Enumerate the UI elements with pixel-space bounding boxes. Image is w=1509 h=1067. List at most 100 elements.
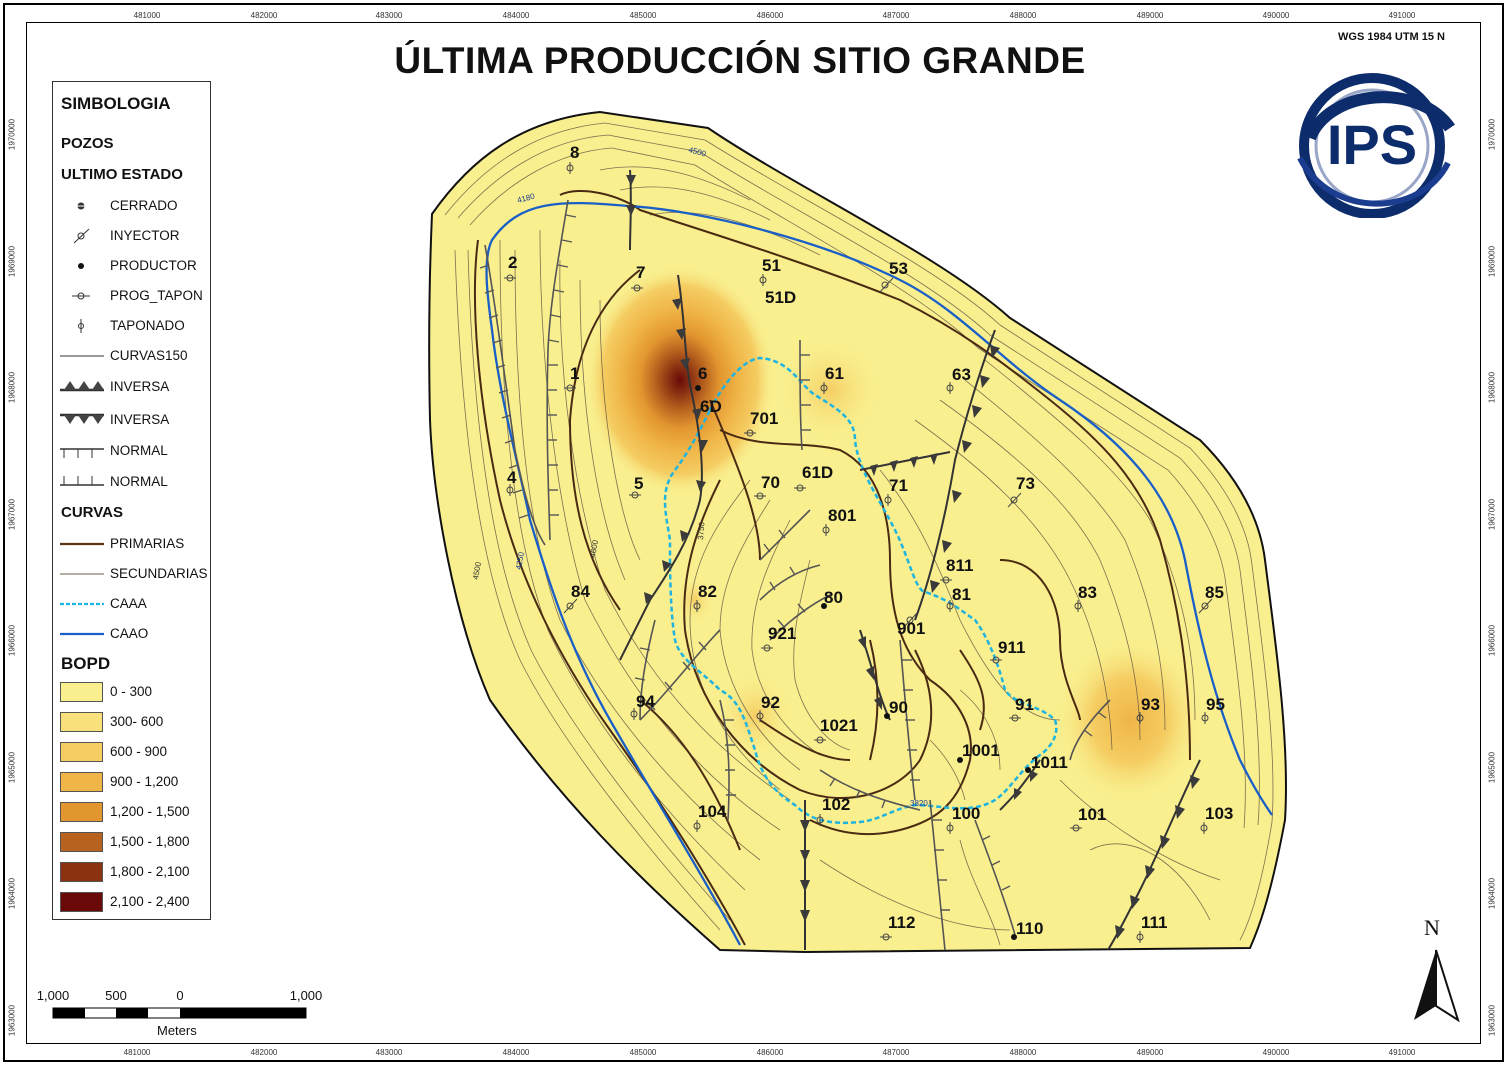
well-111[interactable]: 111: [1136, 913, 1168, 943]
well-101[interactable]: 101: [1070, 805, 1106, 832]
well-103[interactable]: 103: [1200, 804, 1233, 834]
well-1011[interactable]: 1011: [1025, 753, 1068, 773]
well-label: 101: [1078, 805, 1106, 824]
well-label: 701: [750, 409, 778, 428]
well-1021[interactable]: 1021: [814, 716, 858, 744]
contour-label: 3820: [910, 799, 928, 808]
well-102[interactable]: 102: [816, 795, 850, 826]
well-label: 811: [946, 556, 973, 575]
well-label: 1011: [1031, 753, 1068, 772]
x-tick-label: 487000: [882, 1048, 910, 1057]
well-label: 80: [824, 588, 843, 607]
reverse-fault-teeth: [626, 175, 1200, 939]
wells[interactable]: 8 2 7 51 51D 53 1 6 6D 61 63 701 4 5 70 …: [504, 143, 1233, 943]
well-label: 111: [1141, 913, 1168, 932]
well-84[interactable]: 84: [563, 582, 590, 614]
x-tick-label: 490000: [1262, 1048, 1290, 1057]
normal-fault-ticks: [479, 214, 1107, 911]
well-91[interactable]: 91: [1009, 695, 1034, 722]
well-label: 85: [1205, 583, 1224, 602]
well-85[interactable]: 85: [1198, 583, 1224, 614]
x-tick-label: 486000: [756, 1048, 784, 1057]
primary-contours: [473, 189, 1191, 946]
legend-bopd-class: 300- 600: [110, 714, 164, 729]
well-701[interactable]: 701: [744, 409, 778, 437]
well-1[interactable]: 1: [564, 364, 579, 392]
well-label: 83: [1078, 583, 1097, 602]
x-tick-label: 482000: [250, 1048, 278, 1057]
well-label: 92: [761, 693, 780, 712]
well-5[interactable]: 5: [629, 474, 643, 499]
x-tick-label: 488000: [1009, 11, 1037, 20]
well-61[interactable]: 61: [820, 364, 844, 394]
well-label: 93: [1141, 695, 1160, 714]
contour-label: 3750: [696, 521, 707, 540]
legend-bopd-class: 2,100 - 2,400: [110, 894, 190, 909]
production-hotspot: [585, 265, 775, 495]
legend-bopd-class: 0 - 300: [110, 684, 153, 699]
well-921[interactable]: 921: [761, 624, 796, 652]
bopd-swatch: [60, 772, 103, 792]
well-82[interactable]: 82: [693, 582, 717, 612]
legend-wells-heading: POZOS: [61, 135, 114, 152]
bopd-swatch: [60, 832, 103, 852]
well-63[interactable]: 63: [946, 365, 971, 394]
well-93[interactable]: 93: [1136, 695, 1160, 724]
well-label: 61D: [802, 463, 833, 482]
well-1001[interactable]: 1001: [957, 741, 1000, 763]
well-73[interactable]: 73: [1007, 474, 1035, 508]
caao-line-icon: [60, 632, 104, 636]
legend-normal-2: NORMAL: [110, 474, 168, 489]
well-7[interactable]: 7: [631, 263, 645, 292]
well-112[interactable]: 112: [880, 913, 915, 941]
well-51d[interactable]: 51D: [765, 288, 796, 307]
plugged-well-icon: [78, 319, 84, 333]
well-label: 84: [571, 582, 590, 601]
x-tick-label: 489000: [1136, 1048, 1164, 1057]
legend-panel: SIMBOLOGIA POZOS ULTIMO ESTADO CERRADO I…: [52, 81, 211, 920]
well-51[interactable]: 51: [759, 256, 781, 286]
well-label: 921: [768, 624, 796, 643]
well-label: 6D: [700, 397, 722, 416]
well-95[interactable]: 95: [1201, 695, 1225, 724]
well-label: 95: [1206, 695, 1225, 714]
well-label: 94: [636, 692, 655, 711]
well-label: 91: [1015, 695, 1034, 714]
primary-contour-icon: [60, 542, 104, 546]
well-811[interactable]: 811: [940, 556, 973, 584]
legend-bopd-class: 1,500 - 1,800: [110, 834, 190, 849]
well-100[interactable]: 100: [946, 804, 980, 834]
north-label: N: [1424, 915, 1440, 940]
well-81[interactable]: 81: [946, 585, 971, 612]
well-2[interactable]: 2: [504, 253, 517, 282]
well-6[interactable]: 6: [695, 364, 707, 391]
well-801[interactable]: 801: [822, 506, 856, 536]
well-83[interactable]: 83: [1074, 583, 1097, 612]
well-8[interactable]: 8: [566, 143, 579, 174]
x-tick-label: 483000: [375, 1048, 403, 1057]
well-71[interactable]: 71: [884, 476, 908, 506]
well-53[interactable]: 53: [879, 259, 908, 293]
well-94[interactable]: 94: [630, 692, 655, 720]
well-61d[interactable]: 61D: [794, 463, 833, 492]
well-4[interactable]: 4: [506, 468, 517, 496]
legend-heading: SIMBOLOGIA: [61, 94, 171, 113]
well-90[interactable]: 90: [884, 698, 908, 719]
bopd-swatch: [60, 892, 103, 912]
legend-status-prog-tapon: PROG_TAPON: [110, 288, 203, 303]
bopd-swatch: [60, 862, 103, 882]
well-92[interactable]: 92: [756, 693, 780, 722]
well-label: 1: [570, 364, 579, 383]
well-104[interactable]: 104: [693, 802, 727, 832]
legend-bopd-class: 600 - 900: [110, 744, 168, 759]
well-70[interactable]: 70: [754, 473, 780, 500]
well-6d[interactable]: 6D: [700, 397, 722, 416]
well-911[interactable]: 911: [990, 638, 1025, 664]
production-hotspot: [1055, 635, 1205, 805]
well-901[interactable]: 901: [897, 612, 925, 638]
x-tick-label: 484000: [502, 1048, 530, 1057]
well-80[interactable]: 80: [821, 588, 843, 609]
well-110[interactable]: 110: [1011, 919, 1043, 940]
legend-status-taponado: TAPONADO: [110, 318, 185, 333]
